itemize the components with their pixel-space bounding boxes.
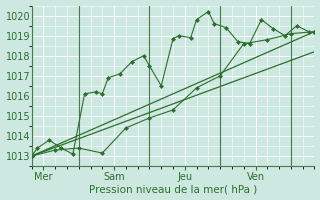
- X-axis label: Pression niveau de la mer( hPa ): Pression niveau de la mer( hPa ): [89, 184, 257, 194]
